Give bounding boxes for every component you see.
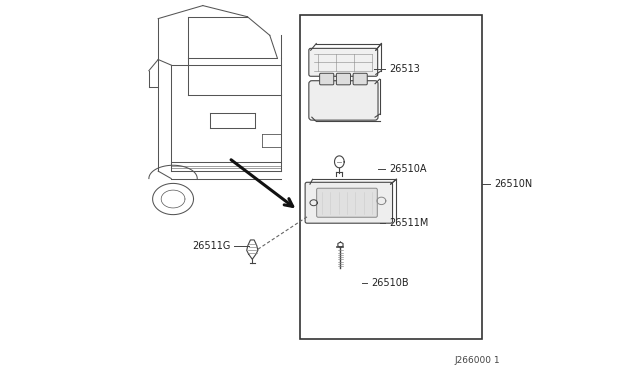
Text: 26510A: 26510A <box>389 164 426 174</box>
Bar <box>300 15 482 339</box>
FancyBboxPatch shape <box>305 182 392 223</box>
FancyBboxPatch shape <box>337 73 351 85</box>
FancyBboxPatch shape <box>309 81 378 120</box>
FancyBboxPatch shape <box>317 188 378 217</box>
Text: 26513: 26513 <box>389 64 420 74</box>
Text: 26510N: 26510N <box>494 179 532 189</box>
Text: 26511G: 26511G <box>193 241 231 250</box>
Text: 26510B: 26510B <box>371 278 408 288</box>
Text: 26511M: 26511M <box>389 218 428 228</box>
FancyBboxPatch shape <box>319 73 334 85</box>
FancyBboxPatch shape <box>353 73 367 85</box>
FancyBboxPatch shape <box>309 48 378 76</box>
Text: J266000 1: J266000 1 <box>455 356 500 365</box>
